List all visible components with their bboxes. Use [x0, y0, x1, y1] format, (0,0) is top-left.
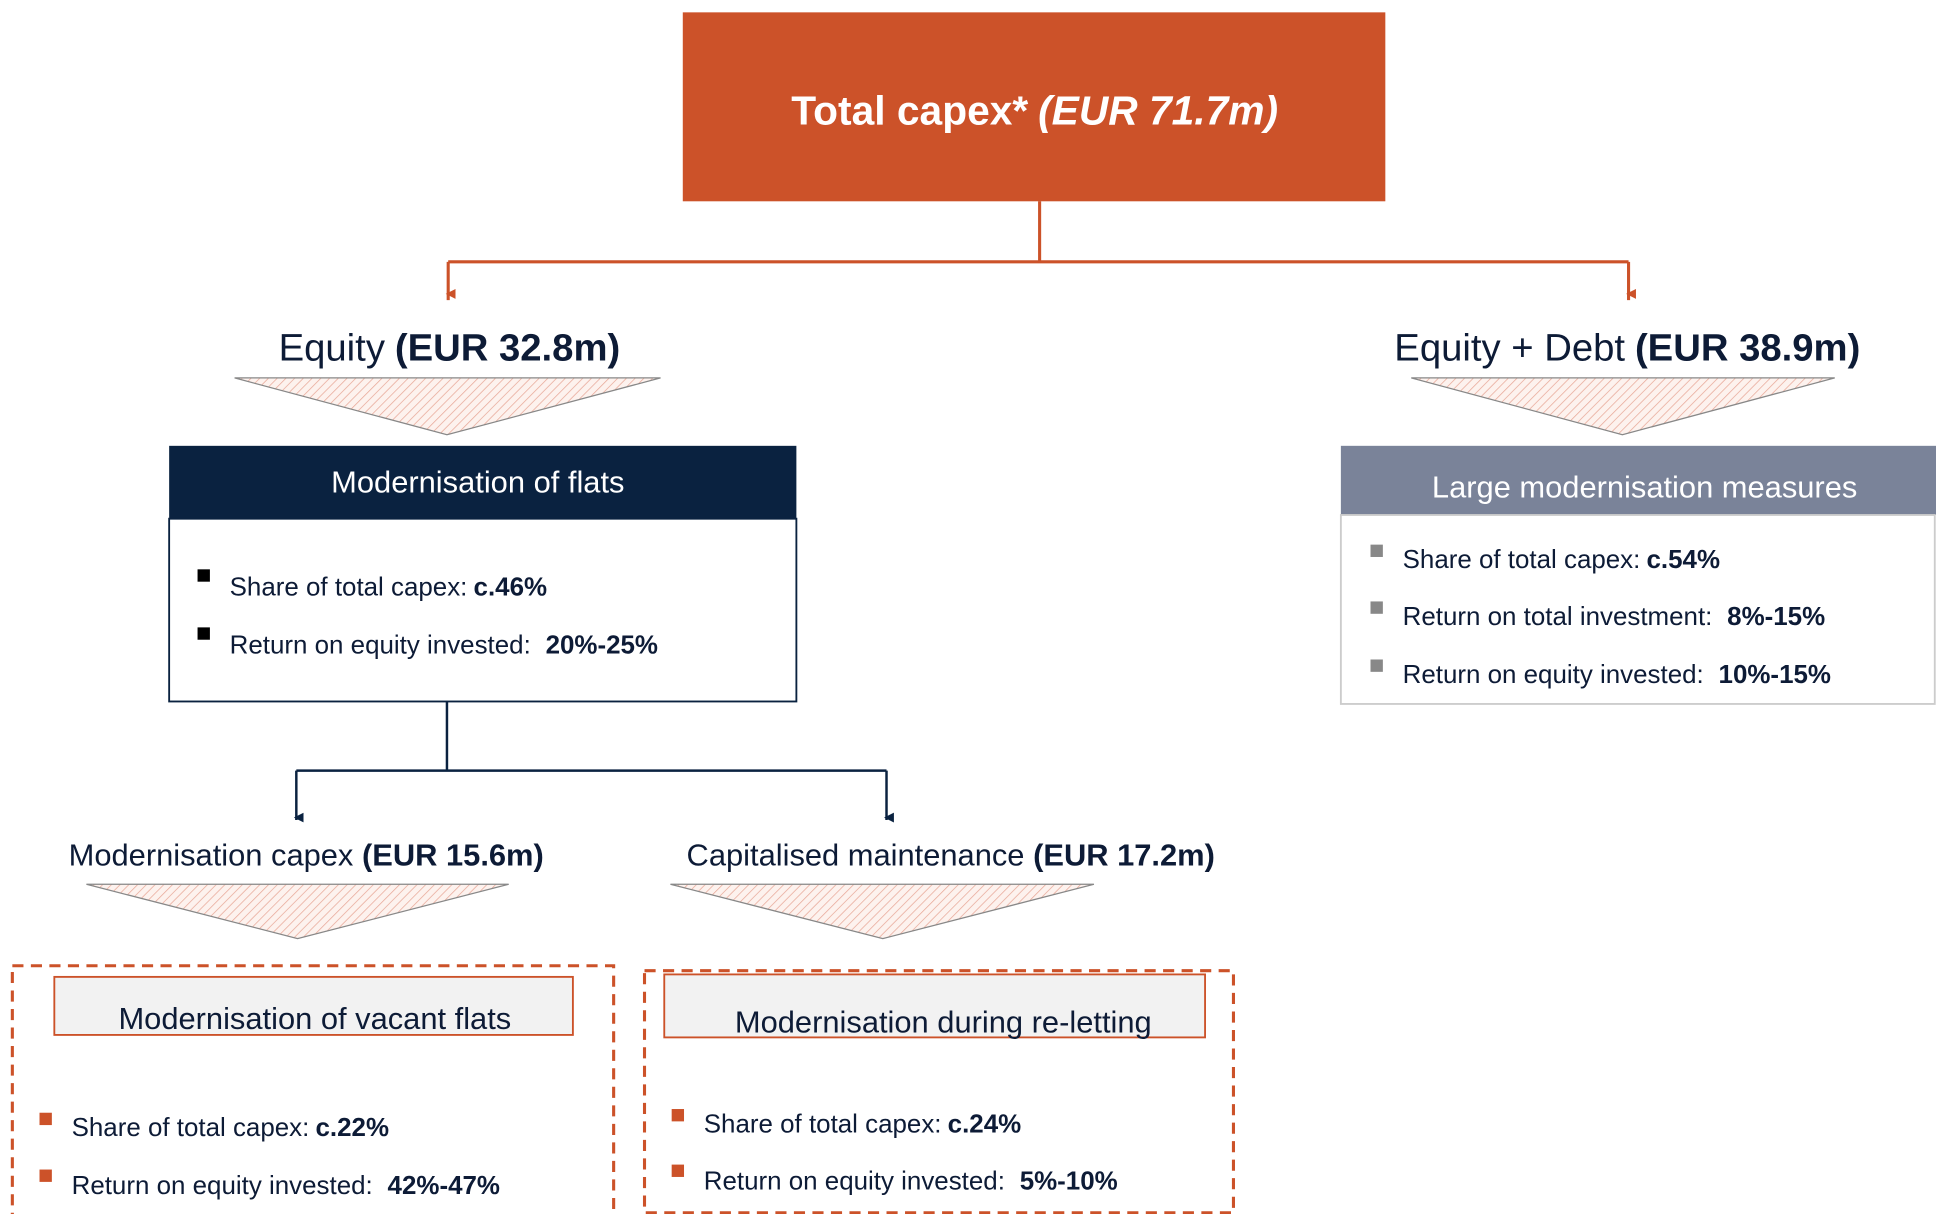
connector: [446, 201, 1631, 301]
item: Return on equity invested: 42%-47%: [72, 1172, 500, 1200]
bullet: [39, 1112, 52, 1126]
box-title: Modernisation during re-letting: [735, 1004, 1152, 1039]
item: Share of total capex: c.46%: [230, 573, 547, 601]
item: Share of total capex: c.22%: [72, 1114, 389, 1142]
box-body: [1339, 514, 1936, 705]
item: Return on equity invested: 10%-15%: [1403, 661, 1831, 689]
bullet: [197, 569, 210, 582]
item: Share of total capex: c.54%: [1403, 546, 1720, 574]
funnel: [86, 883, 509, 940]
item: Return on equity invested: 5%-10%: [704, 1167, 1118, 1195]
dashed-box: [10, 964, 616, 1214]
box-header: [1340, 445, 1936, 515]
bullet: [39, 1169, 52, 1182]
dashed-box: [642, 969, 1236, 1214]
box-header: [169, 445, 797, 519]
box-header: [53, 975, 574, 1036]
box-title: Modernisation of vacant flats: [118, 1001, 511, 1036]
funnel: [670, 883, 1095, 940]
bullet: [1370, 659, 1383, 672]
bullet: [671, 1109, 685, 1122]
connector: [295, 701, 888, 821]
bullet: [1370, 544, 1383, 557]
equity-debt-heading: Equity + Debt (EUR 38.9m): [1394, 327, 1860, 370]
box-body: [168, 517, 798, 703]
item: Return on total investment: 8%-15%: [1403, 603, 1826, 631]
bullet: [671, 1164, 685, 1177]
bullet: [1370, 601, 1383, 614]
funnel: [1411, 377, 1835, 436]
box-title: Large modernisation measures: [1432, 470, 1857, 505]
bullet: [197, 627, 210, 640]
root-text: Total capex* (EUR 71.7m): [791, 88, 1278, 134]
item: Return on equity invested: 20%-25%: [230, 631, 658, 659]
box-header: [663, 973, 1206, 1039]
branch-heading: Capitalised maintenance (EUR 17.2m): [687, 838, 1215, 873]
equity-heading: Equity (EUR 32.8m): [279, 327, 621, 370]
box-title: Modernisation of flats: [331, 465, 624, 500]
branch-heading: Modernisation capex (EUR 15.6m): [69, 838, 544, 873]
item: Share of total capex: c.24%: [704, 1110, 1021, 1138]
root-box: [682, 12, 1386, 202]
funnel: [234, 377, 661, 436]
